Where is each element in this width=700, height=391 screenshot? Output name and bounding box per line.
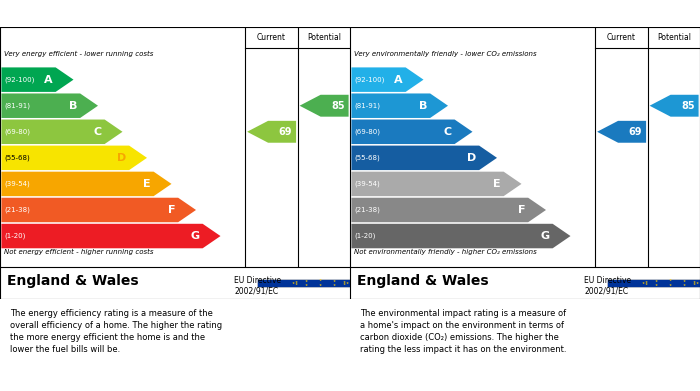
Text: Current: Current: [257, 33, 286, 42]
Text: ★: ★: [655, 279, 658, 283]
Text: (39-54): (39-54): [354, 181, 380, 187]
Text: ★: ★: [668, 278, 672, 282]
Text: ★: ★: [332, 279, 335, 283]
Text: ★: ★: [295, 280, 298, 283]
Text: Potential: Potential: [657, 33, 691, 42]
Text: B: B: [69, 101, 77, 111]
Text: Very energy efficient - lower running costs: Very energy efficient - lower running co…: [4, 50, 153, 57]
Text: Energy Efficiency Rating: Energy Efficiency Rating: [6, 7, 188, 20]
Polygon shape: [1, 224, 220, 248]
Text: F: F: [168, 205, 175, 215]
Text: (1-20): (1-20): [4, 233, 26, 239]
Text: 69: 69: [629, 127, 642, 137]
Text: (81-91): (81-91): [4, 102, 30, 109]
Polygon shape: [650, 95, 699, 117]
Text: Not energy efficient - higher running costs: Not energy efficient - higher running co…: [4, 249, 153, 255]
Polygon shape: [351, 93, 448, 118]
Text: ★: ★: [682, 279, 685, 283]
Text: ★: ★: [655, 283, 658, 287]
Polygon shape: [351, 224, 570, 248]
Text: 85: 85: [681, 101, 694, 111]
Text: B: B: [419, 101, 427, 111]
Polygon shape: [351, 120, 472, 144]
Text: (92-100): (92-100): [354, 76, 384, 83]
Text: ★: ★: [291, 281, 295, 285]
Text: EU Directive
2002/91/EC: EU Directive 2002/91/EC: [234, 276, 281, 295]
Text: The energy efficiency rating is a measure of the
overall efficiency of a home. T: The energy efficiency rating is a measur…: [10, 309, 223, 354]
Text: ★: ★: [645, 282, 648, 286]
Text: (81-91): (81-91): [354, 102, 380, 109]
Text: The environmental impact rating is a measure of
a home's impact on the environme: The environmental impact rating is a mea…: [360, 309, 567, 354]
Polygon shape: [1, 198, 196, 222]
Polygon shape: [351, 198, 546, 222]
Text: (1-20): (1-20): [354, 233, 376, 239]
Text: ★: ★: [318, 278, 322, 282]
Text: EU Directive
2002/91/EC: EU Directive 2002/91/EC: [584, 276, 631, 295]
Polygon shape: [247, 121, 296, 143]
Text: ★: ★: [692, 282, 696, 286]
Text: (69-80): (69-80): [354, 129, 380, 135]
Polygon shape: [1, 172, 172, 196]
Text: (55-68): (55-68): [4, 154, 30, 161]
Text: E: E: [494, 179, 500, 189]
Polygon shape: [1, 145, 147, 170]
Polygon shape: [300, 95, 349, 117]
Polygon shape: [1, 120, 122, 144]
Text: ★: ★: [295, 282, 298, 286]
Text: ★: ★: [332, 283, 335, 287]
Text: Potential: Potential: [307, 33, 341, 42]
Text: 85: 85: [331, 101, 344, 111]
Text: C: C: [444, 127, 452, 137]
Text: ★: ★: [645, 280, 648, 283]
Text: ★: ★: [342, 280, 346, 283]
Text: A: A: [44, 75, 52, 84]
Text: D: D: [467, 153, 476, 163]
Text: E: E: [144, 179, 150, 189]
Text: A: A: [394, 75, 402, 84]
Text: Current: Current: [607, 33, 636, 42]
Text: (39-54): (39-54): [4, 181, 30, 187]
Text: G: G: [540, 231, 550, 241]
Polygon shape: [597, 121, 646, 143]
Polygon shape: [351, 145, 497, 170]
Polygon shape: [1, 67, 74, 92]
Polygon shape: [351, 172, 522, 196]
FancyBboxPatch shape: [608, 279, 700, 287]
Text: ★: ★: [696, 281, 699, 285]
Text: ★: ★: [346, 281, 349, 285]
Text: D: D: [117, 153, 126, 163]
Text: Not environmentally friendly - higher CO₂ emissions: Not environmentally friendly - higher CO…: [354, 249, 536, 255]
FancyBboxPatch shape: [258, 279, 384, 287]
Text: ★: ★: [682, 283, 685, 287]
Text: ★: ★: [305, 279, 308, 283]
Text: G: G: [190, 231, 199, 241]
Text: ★: ★: [641, 281, 645, 285]
Text: Environmental Impact (CO₂) Rating: Environmental Impact (CO₂) Rating: [355, 7, 617, 20]
Text: (69-80): (69-80): [4, 129, 30, 135]
Text: ★: ★: [318, 283, 322, 287]
Text: England & Wales: England & Wales: [357, 274, 489, 288]
Text: (21-38): (21-38): [4, 207, 30, 213]
Text: F: F: [518, 205, 525, 215]
Text: C: C: [94, 127, 102, 137]
Text: (21-38): (21-38): [354, 207, 380, 213]
Text: Very environmentally friendly - lower CO₂ emissions: Very environmentally friendly - lower CO…: [354, 50, 536, 57]
Polygon shape: [1, 93, 98, 118]
Text: England & Wales: England & Wales: [7, 274, 139, 288]
Text: ★: ★: [342, 282, 346, 286]
Text: ★: ★: [305, 283, 308, 287]
Text: ★: ★: [692, 280, 696, 283]
Text: 69: 69: [279, 127, 292, 137]
Text: (55-68): (55-68): [354, 154, 380, 161]
Text: (92-100): (92-100): [4, 76, 34, 83]
Text: ★: ★: [668, 283, 672, 287]
Polygon shape: [351, 67, 423, 92]
